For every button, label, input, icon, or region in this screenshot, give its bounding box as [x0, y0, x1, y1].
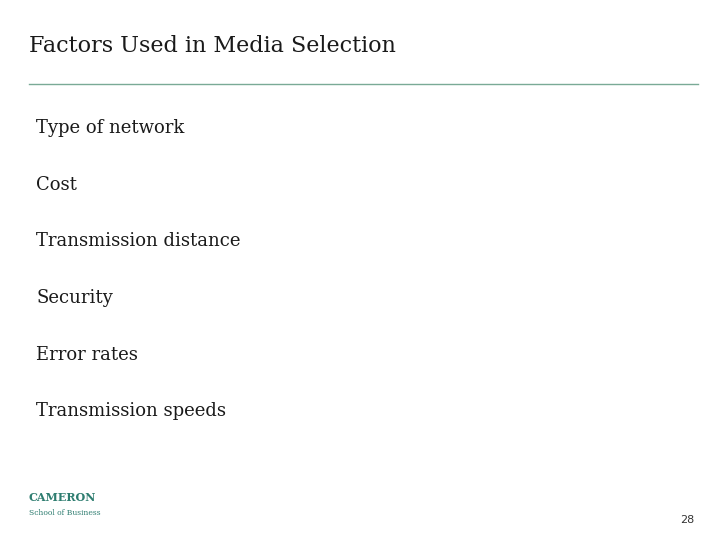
- Text: School of Business: School of Business: [29, 509, 100, 517]
- Text: Type of network: Type of network: [36, 119, 184, 137]
- Text: Transmission speeds: Transmission speeds: [36, 402, 226, 420]
- Text: 28: 28: [680, 515, 695, 525]
- Text: Factors Used in Media Selection: Factors Used in Media Selection: [29, 35, 396, 57]
- Text: Security: Security: [36, 289, 113, 307]
- Text: Cost: Cost: [36, 176, 77, 193]
- Text: Transmission distance: Transmission distance: [36, 232, 240, 250]
- Text: CAMERON: CAMERON: [29, 492, 96, 503]
- Text: Error rates: Error rates: [36, 346, 138, 363]
